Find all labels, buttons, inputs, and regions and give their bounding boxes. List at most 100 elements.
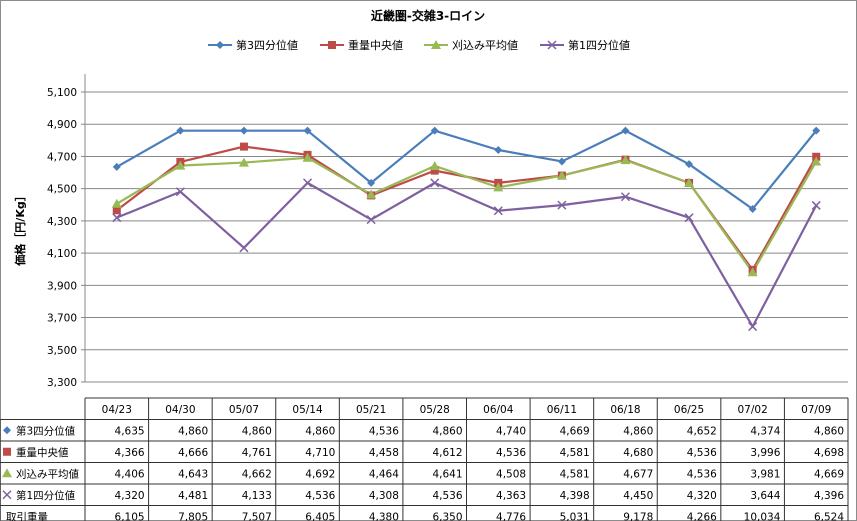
data-point — [112, 162, 121, 171]
data-point — [303, 178, 313, 188]
table-cell: 4,320 — [687, 490, 717, 502]
y-tick-label: 3,500 — [47, 345, 77, 357]
x-tick-label: 04/23 — [102, 404, 132, 416]
table-cell: 4,677 — [623, 468, 653, 480]
table-cell: 4,536 — [687, 447, 717, 459]
table-cell: 7,805 — [178, 511, 208, 521]
y-tick-label: 5,100 — [47, 87, 77, 99]
legend-label: 重量中央値 — [348, 38, 403, 52]
table-cell: 4,860 — [305, 425, 335, 437]
series-layer — [111, 126, 822, 332]
table-cell: 4,481 — [178, 490, 208, 502]
table-cell: 4,396 — [814, 490, 844, 502]
table-cell: 4,860 — [178, 425, 208, 437]
legend-label: 第1四分位値 — [568, 38, 630, 52]
data-point — [302, 152, 313, 162]
data-point — [556, 170, 567, 180]
table-cell: 6,405 — [305, 511, 335, 521]
table-cell: 4,669 — [560, 425, 590, 437]
table-cell: 4,652 — [687, 425, 717, 437]
table-cell: 4,666 — [178, 447, 208, 459]
table-cell: 4,860 — [814, 425, 844, 437]
table-cell: 4,860 — [623, 425, 653, 437]
table-legend-key — [3, 447, 11, 456]
data-point — [430, 126, 439, 135]
table-cell: 4,458 — [369, 447, 399, 459]
table-cell: 4,406 — [115, 468, 145, 480]
data-point — [239, 126, 248, 135]
table-cell: 4,860 — [242, 425, 272, 437]
table-cell: 4,536 — [305, 490, 335, 502]
table-cell: 4,380 — [369, 511, 399, 521]
y-tick-label: 4,500 — [47, 184, 77, 196]
data-point — [238, 157, 249, 167]
table-cell: 6,524 — [814, 511, 844, 521]
y-tick-label: 4,700 — [47, 151, 77, 163]
table-cell: 4,740 — [496, 425, 526, 437]
table-cell: 4,398 — [560, 490, 590, 502]
table-cell: 4,669 — [814, 468, 844, 480]
series-line — [116, 181, 818, 328]
table-cell: 4,266 — [687, 511, 717, 521]
table-cell: 4,698 — [814, 447, 844, 459]
grid — [85, 91, 848, 383]
table-cell: 4,635 — [115, 425, 145, 437]
table-cell: 4,612 — [432, 447, 462, 459]
x-tick-label: 06/18 — [610, 404, 640, 416]
table-cell: 7,507 — [242, 511, 272, 521]
table-cell: 4,450 — [623, 490, 653, 502]
table-cell: 3,981 — [750, 468, 780, 480]
data-point — [620, 192, 630, 202]
data-point — [429, 160, 440, 170]
x-tick-label: 05/21 — [356, 404, 386, 416]
table-legend-key — [2, 490, 12, 500]
table-cell: 6,105 — [115, 511, 145, 521]
y-tick-label: 3,700 — [47, 313, 77, 325]
table-cell: 4,641 — [432, 468, 462, 480]
table-cell: 4,536 — [496, 447, 526, 459]
table-legend-key — [2, 468, 12, 478]
legend-marker — [328, 41, 336, 49]
table-row-label: 取引重量 — [6, 510, 48, 521]
series-line — [116, 145, 818, 271]
table-cell: 9,178 — [623, 511, 653, 521]
x-tick-label: 04/30 — [165, 404, 195, 416]
table-cell: 4,536 — [687, 468, 717, 480]
table-cell: 4,761 — [242, 447, 272, 459]
data-point — [367, 178, 376, 187]
data-point — [811, 156, 822, 166]
data-point — [748, 204, 757, 213]
table-cell: 4,508 — [496, 468, 526, 480]
data-point — [493, 206, 503, 216]
data-point — [620, 155, 631, 165]
table-cell: 4,320 — [115, 490, 145, 502]
series-line — [116, 129, 818, 211]
data-point — [812, 126, 821, 135]
table-cell: 4,662 — [242, 468, 272, 480]
data-point — [176, 126, 185, 135]
table-cell: 4,536 — [369, 425, 399, 437]
table-cell: 4,133 — [242, 490, 272, 502]
data-point — [175, 160, 186, 170]
data-point — [430, 178, 440, 188]
data-point — [175, 187, 185, 197]
table-cell: 4,692 — [305, 468, 335, 480]
legend-marker — [547, 40, 557, 50]
x-tick-label: 05/28 — [420, 404, 450, 416]
data-point — [366, 215, 376, 225]
legend-label: 刈込み平均値 — [452, 39, 518, 52]
data-point — [557, 200, 567, 210]
x-tick-label: 06/25 — [674, 404, 704, 416]
x-tick-label: 06/11 — [547, 404, 577, 416]
table-cell: 4,464 — [369, 468, 399, 480]
table-cell: 4,374 — [750, 425, 780, 437]
y-tick-label: 3,300 — [47, 377, 77, 389]
table-cell: 4,536 — [432, 490, 462, 502]
table-cell: 10,034 — [744, 511, 781, 521]
table-cell: 4,860 — [432, 425, 462, 437]
y-tick-label: 4,900 — [47, 119, 77, 131]
y-tick-label: 3,900 — [47, 280, 77, 292]
x-tick-label: 05/14 — [292, 404, 323, 416]
table-cell: 4,710 — [305, 447, 335, 459]
legend-label: 第3四分位値 — [236, 38, 298, 52]
